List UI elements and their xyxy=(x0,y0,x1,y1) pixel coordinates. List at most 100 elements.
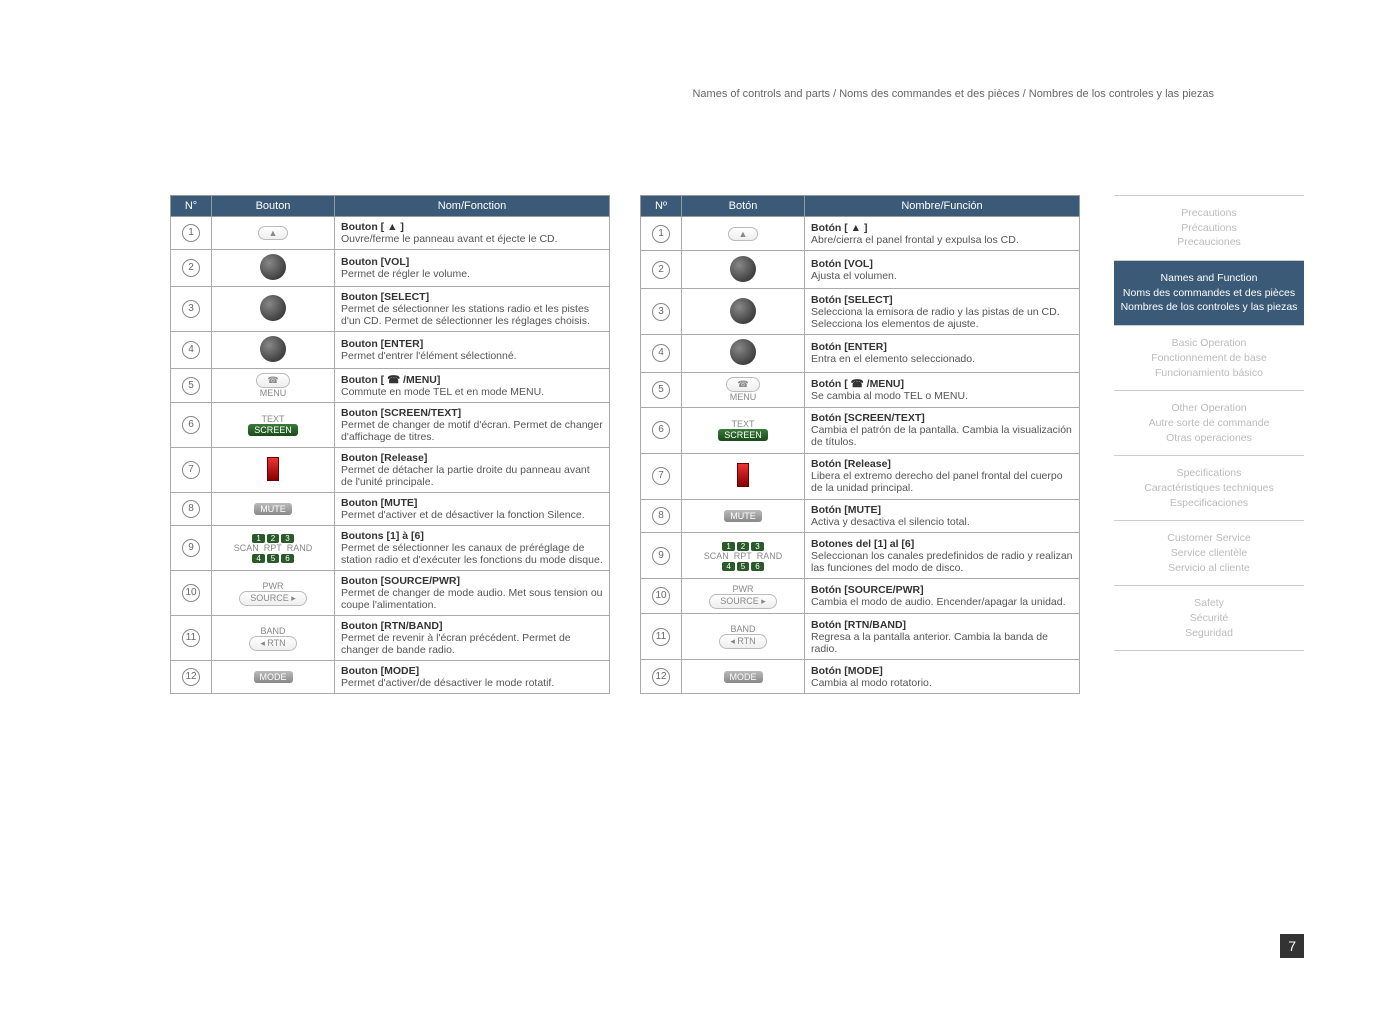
table-row: 5☎MENUBotón [ ☎ /MENU]Se cambia al modo … xyxy=(641,372,1080,407)
row-desc: Botón [MUTE]Activa y desactiva el silenc… xyxy=(805,499,1080,533)
row-desc: Botones del [1] al [6]Seleccionan los ca… xyxy=(805,533,1080,579)
sidebar-item-label: Fonctionnement de base xyxy=(1118,351,1300,366)
row-number: 5 xyxy=(171,369,212,403)
row-desc: Bouton [ ▲ ]Ouvre/ferme le panneau avant… xyxy=(335,217,610,250)
row-desc: Bouton [VOL]Permet de régler le volume. xyxy=(335,250,610,287)
row-number: 3 xyxy=(171,287,212,332)
table-row: 12MODEBouton [MODE]Permet d'activer/de d… xyxy=(171,661,610,694)
button-graphic: TEXTSCREEN xyxy=(682,407,805,453)
button-graphic xyxy=(212,250,335,287)
col-header: Nom/Fonction xyxy=(335,196,610,217)
row-number: 9 xyxy=(171,526,212,571)
row-number: 3 xyxy=(641,289,682,335)
sidebar-item[interactable]: Customer ServiceService clientèleServici… xyxy=(1114,520,1304,585)
row-number: 7 xyxy=(171,448,212,493)
button-graphic: MUTE xyxy=(682,499,805,533)
row-desc: Botón [ ☎ /MENU]Se cambia al modo TEL o … xyxy=(805,372,1080,407)
button-graphic: 123SCAN RPT RAND456 xyxy=(212,526,335,571)
table-row: 9123SCAN RPT RAND456Boutons [1] à [6]Per… xyxy=(171,526,610,571)
table-fr: N°BoutonNom/Fonction1▲Bouton [ ▲ ]Ouvre/… xyxy=(170,195,610,694)
row-desc: Bouton [ ☎ /MENU]Commute en mode TEL et … xyxy=(335,369,610,403)
table-row: 12MODEBotón [MODE]Cambia al modo rotator… xyxy=(641,660,1080,694)
button-graphic: MODE xyxy=(682,660,805,694)
row-number: 9 xyxy=(641,533,682,579)
sidebar-item-label: Nombres de los controles y las piezas xyxy=(1118,300,1300,315)
table-row: 2Bouton [VOL]Permet de régler le volume. xyxy=(171,250,610,287)
sidebar-item[interactable]: PrecautionsPrécautionsPrecauciones xyxy=(1114,195,1304,260)
sidebar-item-label: Precautions xyxy=(1118,206,1300,221)
row-desc: Botón [MODE]Cambia al modo rotatorio. xyxy=(805,660,1080,694)
col-header: N° xyxy=(171,196,212,217)
row-desc: Bouton [SCREEN/TEXT]Permet de changer de… xyxy=(335,403,610,448)
button-graphic: TEXTSCREEN xyxy=(212,403,335,448)
sidebar-item[interactable]: Basic OperationFonctionnement de baseFun… xyxy=(1114,325,1304,390)
sidebar-item-label: Noms des commandes et des pièces xyxy=(1118,286,1300,301)
row-number: 6 xyxy=(171,403,212,448)
button-graphic: ▲ xyxy=(212,217,335,250)
button-graphic: BAND◂ RTN xyxy=(682,614,805,660)
table-es: NºBotónNombre/Función1▲Botón [ ▲ ]Abre/c… xyxy=(640,195,1080,694)
page-number: 7 xyxy=(1280,934,1304,958)
row-desc: Bouton [SELECT]Permet de sélectionner le… xyxy=(335,287,610,332)
sidebar-item[interactable]: SpecificationsCaractéristiques technique… xyxy=(1114,455,1304,520)
table-row: 8MUTEBouton [MUTE]Permet d'activer et de… xyxy=(171,493,610,526)
row-number: 11 xyxy=(171,616,212,661)
row-desc: Botón [VOL]Ajusta el volumen. xyxy=(805,251,1080,289)
row-number: 11 xyxy=(641,614,682,660)
row-number: 4 xyxy=(641,335,682,373)
table-row: 7 Botón [Release]Libera el extremo derech… xyxy=(641,453,1080,499)
row-desc: Bouton [MUTE]Permet d'activer et de désa… xyxy=(335,493,610,526)
table-row: 4Bouton [ENTER]Permet d'entrer l'élément… xyxy=(171,332,610,369)
table-row: 9123SCAN RPT RAND456Botones del [1] al [… xyxy=(641,533,1080,579)
table-row: 2Botón [VOL]Ajusta el volumen. xyxy=(641,251,1080,289)
row-desc: Botón [ENTER]Entra en el elemento selecc… xyxy=(805,335,1080,373)
table-row: 6TEXTSCREENBouton [SCREEN/TEXT]Permet de… xyxy=(171,403,610,448)
col-header: Nombre/Función xyxy=(805,196,1080,217)
row-number: 1 xyxy=(641,217,682,251)
sidebar-item-label: Safety xyxy=(1118,596,1300,611)
sidebar-item[interactable]: Names and FunctionNoms des commandes et … xyxy=(1114,260,1304,325)
table-row: 5☎MENUBouton [ ☎ /MENU]Commute en mode T… xyxy=(171,369,610,403)
row-desc: Boutons [1] à [6]Permet de sélectionner … xyxy=(335,526,610,571)
button-graphic xyxy=(212,287,335,332)
row-desc: Botón [SELECT]Selecciona la emisora de r… xyxy=(805,289,1080,335)
button-graphic: BAND◂ RTN xyxy=(212,616,335,661)
sidebar-item-label: Otras operaciones xyxy=(1118,431,1300,446)
button-graphic: PWRSOURCE ▸ xyxy=(212,571,335,616)
row-number: 10 xyxy=(641,579,682,614)
col-header: Botón xyxy=(682,196,805,217)
button-graphic xyxy=(212,332,335,369)
table-row: 7Bouton [Release]Permet de détacher la p… xyxy=(171,448,610,493)
sidebar-item-label: Basic Operation xyxy=(1118,336,1300,351)
header-text: Names of controls and parts / Noms des c… xyxy=(692,88,1214,100)
button-graphic: ☎MENU xyxy=(212,369,335,403)
button-graphic xyxy=(682,289,805,335)
row-number: 7 xyxy=(641,453,682,499)
button-graphic: 123SCAN RPT RAND456 xyxy=(682,533,805,579)
col-header: Bouton xyxy=(212,196,335,217)
row-desc: Botón [ ▲ ]Abre/cierra el panel frontal … xyxy=(805,217,1080,251)
sidebar-item-label: Sécurité xyxy=(1118,611,1300,626)
table-row: 3 Bouton [SELECT]Permet de sélectionner l… xyxy=(171,287,610,332)
button-graphic xyxy=(682,335,805,373)
button-graphic xyxy=(212,448,335,493)
col-header: Nº xyxy=(641,196,682,217)
table-row: 10PWRSOURCE ▸Botón [SOURCE/PWR]Cambia el… xyxy=(641,579,1080,614)
sidebar-item-label: Precauciones xyxy=(1118,235,1300,250)
sidebar-item-label: Funcionamiento básico xyxy=(1118,366,1300,381)
row-number: 1 xyxy=(171,217,212,250)
button-graphic: MODE xyxy=(212,661,335,694)
row-desc: Bouton [MODE]Permet d'activer/de désacti… xyxy=(335,661,610,694)
row-number: 12 xyxy=(641,660,682,694)
sidebar-item-label: Caractéristiques techniques xyxy=(1118,481,1300,496)
row-desc: Bouton [SOURCE/PWR]Permet de changer de … xyxy=(335,571,610,616)
sidebar-item-label: Names and Function xyxy=(1118,271,1300,286)
row-number: 6 xyxy=(641,407,682,453)
sidebar-item[interactable]: SafetySécuritéSeguridad xyxy=(1114,585,1304,651)
table-row: 3 Botón [SELECT]Selecciona la emisora de … xyxy=(641,289,1080,335)
table-row: 11BAND◂ RTNBouton [RTN/BAND]Permet de re… xyxy=(171,616,610,661)
sidebar-item[interactable]: Other OperationAutre sorte de commandeOt… xyxy=(1114,390,1304,455)
table-row: 1▲Bouton [ ▲ ]Ouvre/ferme le panneau ava… xyxy=(171,217,610,250)
sidebar-item-label: Service clientèle xyxy=(1118,546,1300,561)
row-desc: Botón [Release]Libera el extremo derecho… xyxy=(805,453,1080,499)
